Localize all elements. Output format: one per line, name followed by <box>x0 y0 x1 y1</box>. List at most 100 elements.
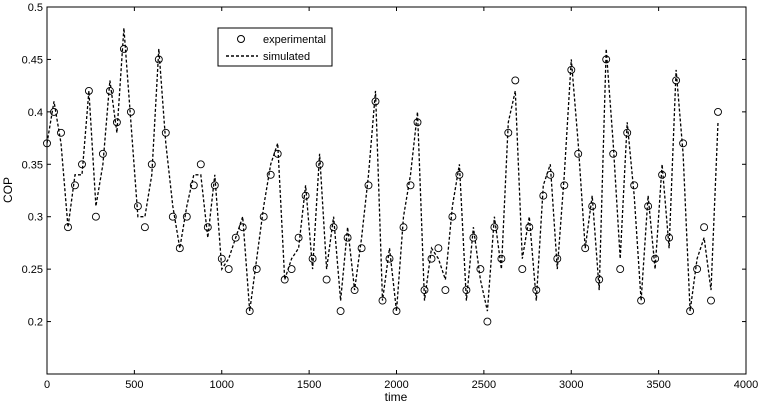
x-tick-label: 3000 <box>559 379 583 391</box>
experimental-point <box>483 317 492 326</box>
experimental-point <box>525 223 534 232</box>
experimental-point <box>147 160 156 169</box>
experimental-point <box>64 223 72 232</box>
experimental-point <box>441 286 450 295</box>
experimental-point <box>315 160 324 169</box>
legend: experimental simulated <box>217 27 333 67</box>
experimental-point <box>504 128 513 137</box>
experimental-point <box>434 244 443 253</box>
experimental-point <box>497 254 506 263</box>
experimental-point <box>476 265 485 274</box>
experimental-point <box>637 296 646 305</box>
x-tick-label: 0 <box>44 379 50 391</box>
experimental-point <box>336 307 345 316</box>
legend-experimental-label: experimental <box>263 34 326 46</box>
experimental-point <box>630 181 639 190</box>
experimental-point <box>406 181 415 190</box>
experimental-point <box>609 149 618 158</box>
experimental-point <box>78 160 86 169</box>
experimental-point <box>329 223 338 232</box>
experimental-point <box>693 265 702 274</box>
experimental-point <box>161 128 170 137</box>
x-axis: 0 500 1000 1500 2000 2500 3000 3500 4000 <box>44 7 758 391</box>
experimental-point <box>294 233 303 242</box>
experimental-point <box>490 223 499 232</box>
experimental-point <box>168 212 177 221</box>
experimental-point <box>252 265 261 274</box>
y-tick-label: 0.4 <box>28 107 43 119</box>
experimental-point <box>182 212 191 221</box>
experimental-point <box>553 254 562 263</box>
experimental-point <box>420 286 429 295</box>
experimental-point <box>224 265 233 274</box>
experimental-point <box>665 233 674 242</box>
experimental-point <box>658 170 667 179</box>
y-tick-label: 0.2 <box>28 317 43 329</box>
x-tick-label: 3500 <box>646 379 670 391</box>
experimental-point <box>266 170 275 179</box>
experimental-point <box>301 191 310 200</box>
experimental-point <box>364 181 373 190</box>
x-tick-label: 1000 <box>210 379 234 391</box>
experimental-point <box>511 76 520 85</box>
experimental-point <box>651 254 660 263</box>
experimental-point <box>175 244 184 253</box>
experimental-point <box>644 202 653 211</box>
experimental-point <box>105 86 114 95</box>
experimental-point <box>343 233 352 242</box>
experimental-point <box>581 244 590 253</box>
experimental-point <box>140 223 149 232</box>
experimental-point <box>700 223 709 232</box>
simulated-series <box>46 27 719 312</box>
experimental-point <box>385 254 394 263</box>
experimental-point <box>57 128 65 137</box>
experimental-point <box>245 307 254 316</box>
experimental-point <box>43 139 51 148</box>
experimental-point <box>588 202 597 211</box>
experimental-point <box>399 223 408 232</box>
experimental-point <box>574 149 583 158</box>
experimental-point <box>126 107 135 116</box>
experimental-point <box>189 181 198 190</box>
experimental-point <box>210 181 219 190</box>
experimental-point <box>119 44 128 53</box>
experimental-point <box>273 149 282 158</box>
experimental-point <box>238 223 247 232</box>
y-tick-label: 0.45 <box>22 54 43 66</box>
experimental-point <box>672 76 681 85</box>
experimental-point <box>287 265 296 274</box>
x-tick-label: 1500 <box>297 379 321 391</box>
y-tick-label: 0.5 <box>28 2 43 14</box>
x-tick-label: 2000 <box>384 379 408 391</box>
y-axis-title: COP <box>1 177 15 203</box>
experimental-point <box>469 233 478 242</box>
experimental-point <box>567 65 576 74</box>
experimental-point <box>308 254 317 263</box>
experimental-point <box>455 170 464 179</box>
experimental-point <box>602 55 611 64</box>
experimental-point <box>322 275 331 284</box>
legend-experimental-marker <box>237 35 245 43</box>
y-tick-label: 0.25 <box>22 264 43 276</box>
experimental-point <box>217 254 226 263</box>
experimental-point <box>539 191 548 200</box>
experimental-point <box>231 233 240 242</box>
experimental-point <box>84 86 93 95</box>
experimental-point <box>686 307 695 316</box>
experimental-point <box>595 275 604 284</box>
y-axis: 0.2 0.25 0.3 0.35 0.4 0.45 0.5 <box>22 2 746 329</box>
simulated-line <box>46 27 719 312</box>
experimental-point <box>546 170 555 179</box>
experimental-point <box>196 160 205 169</box>
plot-area <box>46 6 747 375</box>
experimental-point <box>462 286 471 295</box>
experimental-point <box>448 212 457 221</box>
experimental-point <box>427 254 436 263</box>
experimental-point <box>560 181 569 190</box>
experimental-point <box>350 286 359 295</box>
experimental-point <box>91 212 100 221</box>
experimental-point <box>371 97 380 106</box>
experimental-point <box>532 286 541 295</box>
experimental-point <box>154 55 163 64</box>
